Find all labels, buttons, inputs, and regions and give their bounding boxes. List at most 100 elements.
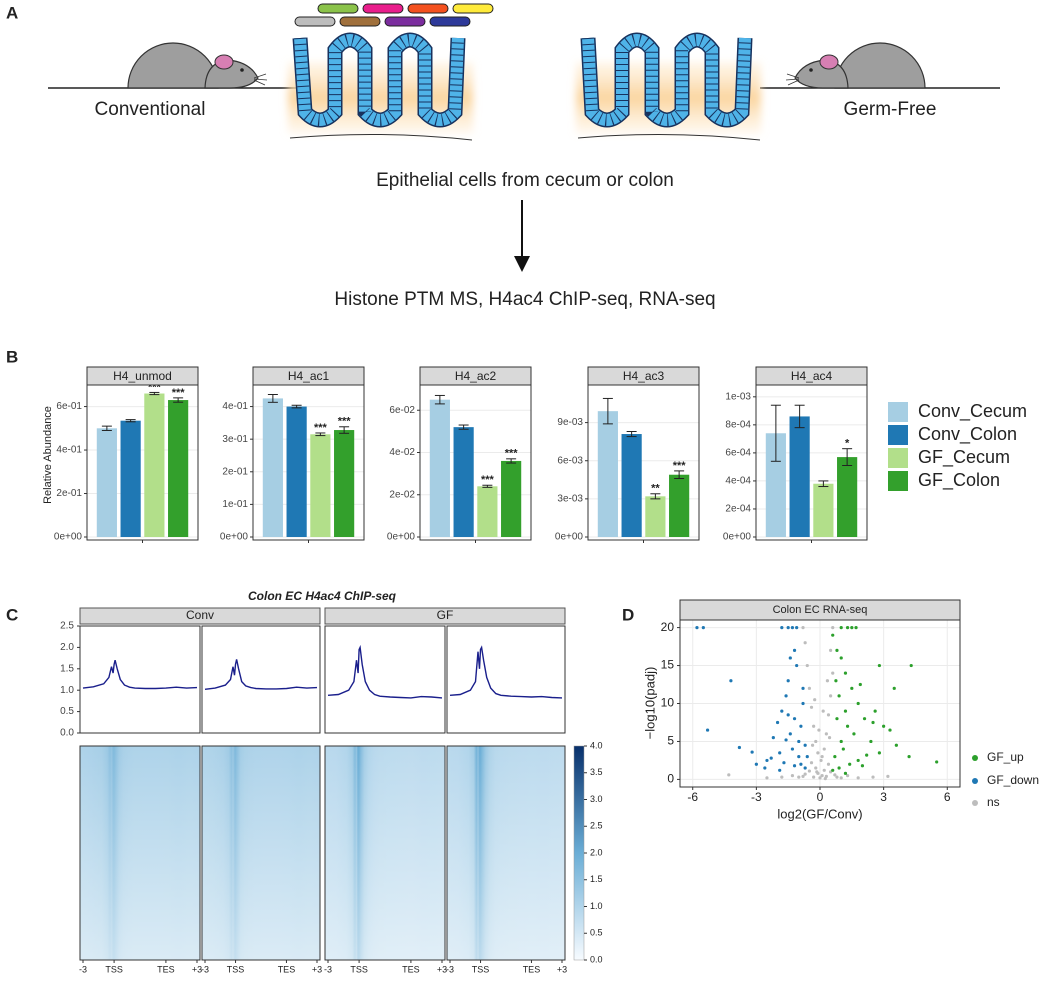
point: [778, 751, 782, 755]
point: [778, 768, 782, 772]
heatmap-frame: [446, 745, 566, 961]
point: [780, 775, 784, 779]
point: [805, 755, 809, 759]
legend-marker: [972, 778, 978, 784]
significance: **: [651, 483, 660, 495]
heatmap-fade: [447, 746, 565, 960]
point: [839, 776, 843, 780]
point: [839, 656, 843, 660]
legend-label: GF_Colon: [918, 470, 1000, 491]
legend-label: ns: [987, 795, 1000, 809]
point: [829, 648, 833, 652]
point: [705, 728, 710, 732]
facet-title: Colon EC RNA-seq: [773, 604, 868, 616]
y-tick-label: 0e+00: [220, 532, 249, 543]
significance: ***: [505, 448, 519, 460]
y-tick-label: 4e-04: [725, 476, 751, 487]
bar: [453, 427, 474, 537]
mouse-left: [127, 42, 268, 89]
point: [792, 648, 797, 652]
facet-strip: [587, 366, 700, 386]
point: [795, 663, 799, 668]
point: [818, 776, 822, 780]
y-tick-label: 20: [661, 620, 675, 634]
point: [856, 758, 860, 763]
point: [845, 625, 850, 630]
y-tick-label: 2.0: [60, 642, 74, 653]
y-tick-label: 4e-01: [222, 401, 248, 412]
x-tick-label: -3: [201, 964, 209, 974]
error-bar: [818, 480, 829, 488]
point: [839, 739, 843, 744]
point: [805, 663, 809, 668]
y-tick-label: 2e-04: [725, 504, 751, 515]
y-tick-label: 9e-03: [557, 417, 583, 428]
x-tick-label: 3: [880, 790, 887, 804]
facet-title: H4_ac2: [455, 369, 497, 383]
point: [841, 747, 845, 751]
significance: ***: [481, 474, 495, 486]
point: [907, 755, 911, 759]
x-tick-label: -6: [687, 790, 698, 804]
point: [750, 750, 754, 754]
point: [807, 686, 811, 690]
facet-strip: [419, 366, 532, 386]
x-tick-label: -3: [324, 964, 332, 974]
bar: [334, 430, 355, 537]
significance: *: [845, 438, 850, 450]
y-tick-label: 3e-01: [222, 434, 248, 445]
x-tick-label: 0: [817, 790, 824, 804]
point: [803, 641, 807, 645]
facet-title: GF: [437, 608, 454, 622]
point: [871, 720, 875, 725]
error-bar: [315, 432, 326, 437]
point: [812, 724, 816, 728]
point: [871, 775, 875, 779]
x-tick-label: -3: [79, 964, 87, 974]
error-bar: [173, 397, 184, 403]
point: [817, 728, 821, 732]
profile-line: [327, 644, 443, 699]
point: [790, 774, 795, 778]
point: [809, 705, 814, 709]
y-tick-label: 0: [667, 772, 674, 786]
legend-label: GF_up: [987, 750, 1024, 764]
point: [834, 679, 838, 683]
facet-title: H4_ac4: [791, 369, 833, 383]
point: [843, 709, 848, 713]
x-tick-label: +3: [437, 964, 447, 974]
point: [848, 762, 852, 766]
point: [873, 709, 877, 713]
point: [877, 751, 881, 755]
y-tick-label: 8e-04: [725, 419, 751, 430]
point: [865, 753, 869, 757]
panel-label: C: [6, 605, 18, 624]
point: [801, 701, 805, 706]
bar: [645, 496, 666, 537]
bar: [501, 460, 522, 537]
y-tick-label: 2.5: [60, 621, 74, 632]
x-tick-label: -3: [751, 790, 762, 804]
point: [845, 724, 850, 728]
significance: ***: [673, 460, 687, 472]
x-axis-label: log2(GF/Conv): [777, 806, 862, 821]
x-tick-label: TES: [402, 964, 420, 974]
point: [825, 679, 830, 683]
x-tick-label: +3: [312, 964, 322, 974]
heatmap-frame: [79, 745, 201, 961]
y-tick-label: 0e+00: [723, 532, 752, 543]
y-tick-label: 1e-03: [725, 391, 751, 402]
error-bar: [267, 394, 278, 403]
point: [771, 736, 775, 740]
point: [788, 656, 792, 660]
legend-marker: [972, 800, 978, 806]
point: [786, 679, 790, 683]
point: [819, 758, 823, 763]
point: [820, 774, 824, 778]
legend-marker: [972, 755, 978, 761]
colorbar-label: 0.0: [590, 954, 603, 964]
point: [801, 625, 805, 630]
x-tick-label: -3: [446, 964, 454, 974]
